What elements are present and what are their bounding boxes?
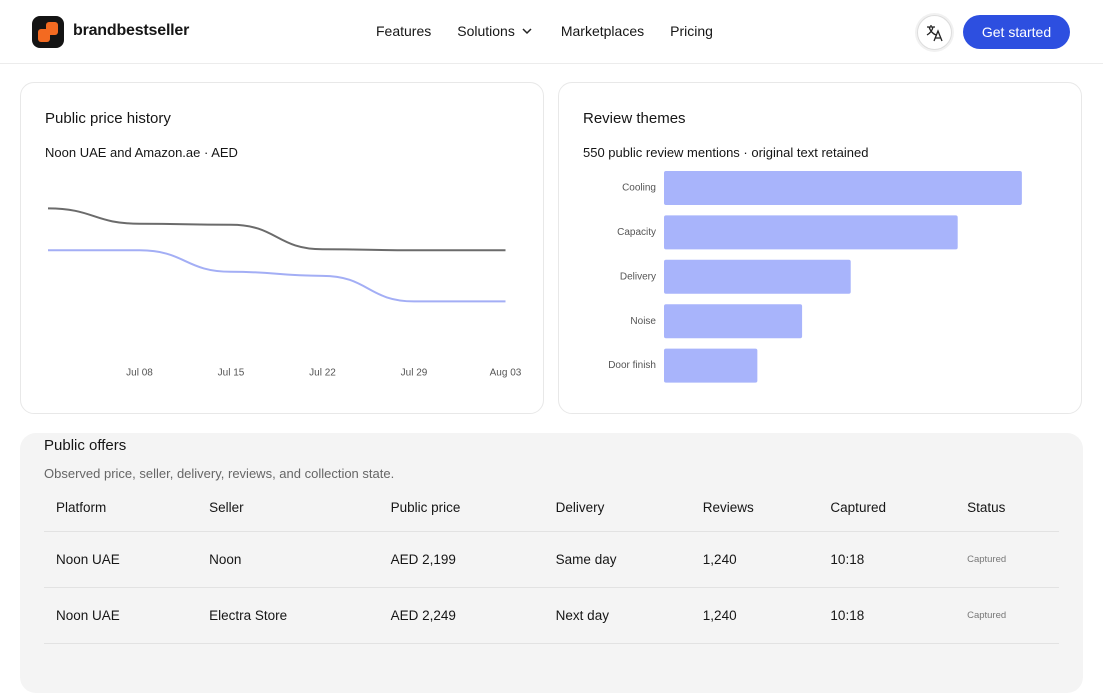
column-header: Delivery xyxy=(543,485,691,532)
offer-row: Noon UAE Electra Store AED 2,249 Next day 1,… xyxy=(44,587,1059,644)
card-title: Public price history xyxy=(45,110,171,127)
offers-title: Public offers xyxy=(44,437,127,454)
nav-link[interactable]: Pricing xyxy=(670,23,713,39)
cell: 10:18 xyxy=(818,531,956,588)
offers-subtitle: Observed price, seller, delivery, review… xyxy=(44,466,395,481)
bar-chart: Cooling Capacity Delivery Noise Door finish xyxy=(608,171,1022,383)
logo-mark xyxy=(38,22,58,42)
nav-link[interactable]: Marketplaces xyxy=(560,23,645,39)
x-tick-label: Jul 15 xyxy=(218,368,245,379)
status: Captured xyxy=(955,531,1059,588)
offers-panel: Public offers Observed price, seller, de… xyxy=(20,433,1083,693)
nav-link[interactable]: Solutions xyxy=(457,23,535,39)
column-header: Platform xyxy=(44,485,198,532)
reviews-card: Review themes 550 public review mentions… xyxy=(558,82,1082,414)
y-tick-label: Delivery xyxy=(620,271,656,282)
y-tick-label: Door finish xyxy=(608,360,656,371)
bar xyxy=(664,348,758,383)
brand[interactable]: brandbestseller xyxy=(73,22,190,39)
cell: AED 2,199 xyxy=(378,531,544,588)
y-tick-label: Noise xyxy=(630,316,656,327)
price-card: Public price history Noon UAE and Amazon… xyxy=(20,82,544,414)
cell: 1,240 xyxy=(690,587,819,644)
x-tick-label: Aug 03 xyxy=(490,368,522,379)
column-header: Public price xyxy=(378,485,544,532)
x-tick-label: Jul 08 xyxy=(126,368,153,379)
logo[interactable] xyxy=(32,16,64,48)
cell: Noon UAE xyxy=(44,587,198,644)
price-line xyxy=(47,207,506,252)
column-header: Status xyxy=(955,485,1059,532)
translate-icon xyxy=(926,25,943,42)
card-title: Review themes xyxy=(583,110,686,127)
translate-button[interactable] xyxy=(917,15,952,50)
nav-link[interactable]: Features xyxy=(376,23,432,39)
navbar: brandbestseller Features Solutions Marke… xyxy=(0,0,1103,64)
column-header: Reviews xyxy=(690,485,819,532)
chevron xyxy=(522,28,532,35)
card-subtitle: Noon UAE and Amazon.ae · AED xyxy=(45,145,238,160)
line-chart: Jul 08 Jul 15 Jul 22 Jul 29 Aug 03 xyxy=(47,207,522,379)
header-row: Platform Seller Public price Delivery Review… xyxy=(44,485,1059,532)
bar xyxy=(664,259,851,294)
nav-links: Features Solutions Marketplaces Pricing xyxy=(376,23,739,39)
cell: Noon UAE xyxy=(44,531,198,588)
cell: 10:18 xyxy=(818,587,956,644)
y-tick-label: Capacity xyxy=(617,227,656,238)
offer-row: Noon UAE Noon AED 2,199 Same day 1,240 10:18 C… xyxy=(44,531,1059,588)
card-subtitle: 550 public review mentions · original te… xyxy=(583,145,869,160)
x-tick-label: Jul 29 xyxy=(401,368,428,379)
y-tick-label: Cooling xyxy=(622,183,656,194)
cell: Next day xyxy=(543,587,691,644)
price-line xyxy=(48,249,506,303)
bar xyxy=(664,304,803,339)
cell: Same day xyxy=(543,531,691,588)
cell: Noon xyxy=(197,531,379,588)
column-header: Seller xyxy=(197,485,379,532)
cell: Electra Store xyxy=(197,587,379,644)
column-header: Captured xyxy=(818,485,956,532)
cell: 1,240 xyxy=(690,531,819,588)
status: Captured xyxy=(955,587,1059,644)
cell: AED 2,249 xyxy=(378,587,544,644)
x-tick-label: Jul 22 xyxy=(309,368,336,379)
bar xyxy=(664,171,1022,205)
bar xyxy=(664,215,958,250)
nav-link-text: Solutions xyxy=(457,23,515,39)
get-started-button[interactable]: Get started xyxy=(963,15,1070,49)
